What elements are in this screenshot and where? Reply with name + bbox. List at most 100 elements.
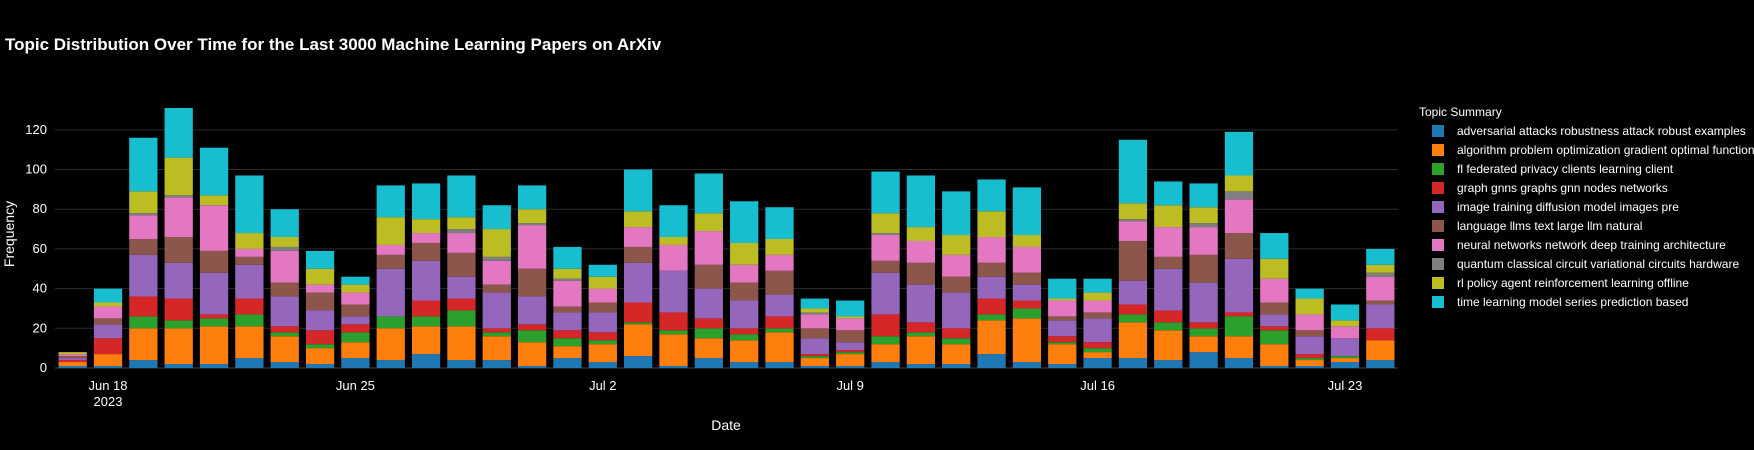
bar-segment[interactable]	[1189, 227, 1218, 255]
bar-segment[interactable]	[411, 242, 441, 261]
bar-segment[interactable]	[164, 320, 193, 329]
bar-segment[interactable]	[977, 320, 1006, 355]
bar-segment[interactable]	[1224, 131, 1254, 176]
legend-item[interactable]: quantum classical circuit variational ci…	[1432, 257, 1739, 271]
bar-segment[interactable]	[836, 316, 865, 319]
bar-segment[interactable]	[1260, 233, 1289, 259]
bar-segment[interactable]	[1224, 233, 1254, 259]
bar-segment[interactable]	[1083, 300, 1112, 313]
bar-segment[interactable]	[553, 268, 582, 279]
bar-segment[interactable]	[93, 324, 123, 339]
bar-segment[interactable]	[1154, 256, 1183, 269]
bar-segment[interactable]	[1189, 183, 1218, 208]
bar-segment[interactable]	[1118, 314, 1148, 323]
bar-segment[interactable]	[765, 328, 794, 333]
bar-segment[interactable]	[129, 215, 158, 239]
bar-segment[interactable]	[1330, 358, 1360, 363]
bar-segment[interactable]	[1154, 227, 1183, 257]
bar-segment[interactable]	[341, 304, 370, 317]
bar-segment[interactable]	[977, 237, 1006, 263]
bar-segment[interactable]	[164, 237, 193, 263]
bar-segment[interactable]	[871, 235, 900, 261]
bar-segment[interactable]	[341, 292, 370, 305]
bar-segment[interactable]	[199, 272, 229, 315]
bar-segment[interactable]	[1260, 302, 1289, 315]
bar-segment[interactable]	[270, 336, 299, 363]
bar-segment[interactable]	[1012, 284, 1042, 301]
bar-segment[interactable]	[447, 276, 476, 299]
legend-item[interactable]: algorithm problem optimization gradient …	[1432, 143, 1754, 157]
bar-segment[interactable]	[447, 326, 476, 361]
bar-segment[interactable]	[199, 326, 229, 365]
bar-segment[interactable]	[411, 219, 441, 234]
bar-segment[interactable]	[199, 314, 229, 319]
bar-segment[interactable]	[1154, 181, 1183, 206]
bar-segment[interactable]	[1224, 358, 1254, 368]
bars[interactable]	[58, 108, 1395, 368]
bar-segment[interactable]	[1012, 246, 1042, 273]
bar-segment[interactable]	[376, 268, 405, 317]
bar-segment[interactable]	[341, 316, 370, 325]
bar-segment[interactable]	[270, 362, 299, 368]
bar-segment[interactable]	[800, 328, 829, 339]
bar-segment[interactable]	[270, 326, 299, 333]
bar-segment[interactable]	[305, 292, 335, 311]
bar-segment[interactable]	[1330, 338, 1360, 357]
bar-segment[interactable]	[588, 288, 617, 303]
bar-segment[interactable]	[1048, 364, 1077, 368]
bar-segment[interactable]	[1260, 314, 1289, 327]
bar-segment[interactable]	[1118, 219, 1148, 222]
bar-segment[interactable]	[800, 312, 829, 315]
bar-segment[interactable]	[871, 260, 900, 273]
bar-segment[interactable]	[553, 278, 582, 281]
bar-segment[interactable]	[376, 185, 405, 218]
bar-segment[interactable]	[1048, 342, 1077, 345]
bar-segment[interactable]	[305, 310, 335, 331]
bar-segment[interactable]	[199, 318, 229, 327]
bar-segment[interactable]	[270, 332, 299, 337]
bar-segment[interactable]	[588, 362, 617, 368]
bar-segment[interactable]	[553, 338, 582, 347]
bar-segment[interactable]	[836, 354, 865, 367]
bar-segment[interactable]	[411, 326, 441, 355]
bar-segment[interactable]	[58, 358, 87, 361]
bar-segment[interactable]	[906, 262, 936, 285]
bar-segment[interactable]	[517, 342, 547, 367]
bar-segment[interactable]	[235, 248, 264, 257]
bar-segment[interactable]	[1048, 336, 1077, 343]
bar-segment[interactable]	[1366, 272, 1395, 277]
bar-segment[interactable]	[765, 238, 794, 255]
bar-segment[interactable]	[447, 217, 476, 230]
bar-segment[interactable]	[624, 246, 653, 263]
bar-segment[interactable]	[730, 340, 759, 363]
bar-segment[interactable]	[199, 250, 229, 273]
bar-segment[interactable]	[624, 211, 653, 228]
bar-segment[interactable]	[517, 324, 547, 331]
bar-segment[interactable]	[235, 175, 264, 234]
bar-segment[interactable]	[694, 328, 723, 339]
bar-segment[interactable]	[270, 246, 299, 251]
bar-segment[interactable]	[447, 175, 476, 218]
bar-segment[interactable]	[588, 276, 617, 289]
bar-segment[interactable]	[730, 264, 759, 283]
bar-segment[interactable]	[765, 362, 794, 368]
bar-segment[interactable]	[235, 314, 264, 327]
bar-segment[interactable]	[235, 298, 264, 315]
bar-segment[interactable]	[1295, 314, 1324, 331]
bar-segment[interactable]	[977, 211, 1006, 238]
bar-segment[interactable]	[942, 276, 971, 293]
bar-segment[interactable]	[624, 324, 653, 357]
bar-segment[interactable]	[1366, 264, 1395, 273]
bar-segment[interactable]	[58, 354, 87, 357]
bar-segment[interactable]	[1118, 304, 1148, 315]
bar-segment[interactable]	[765, 254, 794, 271]
bar-segment[interactable]	[482, 284, 511, 293]
bar-segment[interactable]	[58, 362, 87, 367]
bar-segment[interactable]	[199, 147, 229, 196]
bar-segment[interactable]	[93, 318, 123, 325]
bar-segment[interactable]	[1224, 175, 1254, 192]
bar-segment[interactable]	[305, 268, 335, 285]
bar-segment[interactable]	[659, 270, 688, 313]
bar-segment[interactable]	[1012, 362, 1042, 368]
bar-segment[interactable]	[694, 338, 723, 359]
